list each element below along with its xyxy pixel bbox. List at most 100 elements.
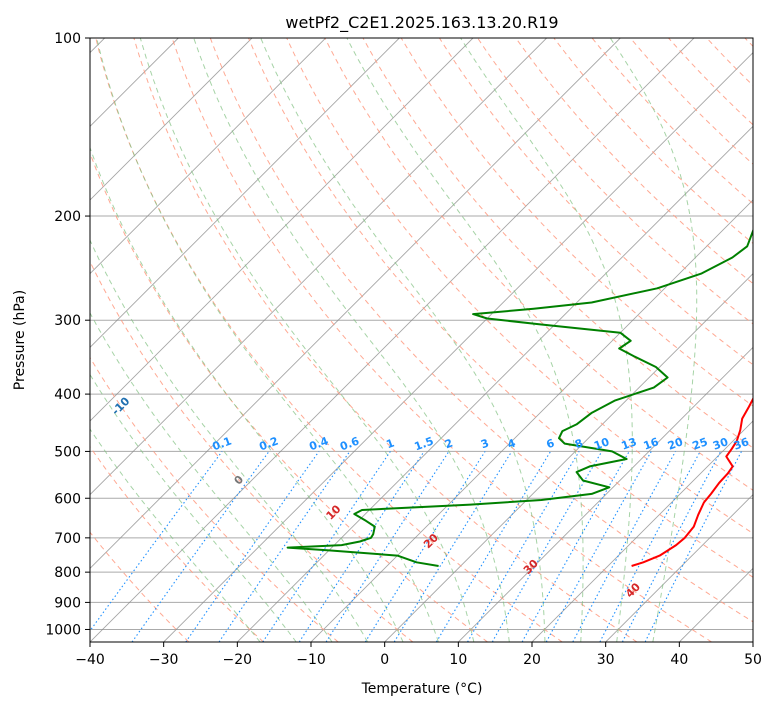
dry-adiabat-line bbox=[90, 151, 488, 642]
mixing-ratio-label: 4 bbox=[506, 436, 518, 451]
mixing-ratio-label: 0.6 bbox=[338, 434, 361, 453]
dry-adiabat-line bbox=[90, 445, 264, 642]
x-tick-label: 50 bbox=[744, 652, 762, 668]
dry-adiabat-line bbox=[133, 38, 638, 642]
axes: −40 −30 −20 −10 0 10 20 30 40 5010020030040050060… bbox=[45, 31, 762, 668]
mixing-ratio-label: 2 bbox=[443, 437, 455, 452]
mixing-ratio-label: 6 bbox=[545, 436, 557, 451]
y-tick-label: 400 bbox=[54, 387, 81, 403]
dry-adiabat-line bbox=[90, 260, 414, 642]
isotherm-line bbox=[605, 494, 753, 642]
mixing-ratio-label: 0.1 bbox=[211, 435, 234, 454]
dry-adiabat-line bbox=[95, 38, 563, 642]
x-axis-label: Temperature (°C) bbox=[361, 681, 483, 697]
isotherm-line bbox=[237, 125, 753, 642]
y-tick-label: 800 bbox=[54, 565, 81, 581]
dry-adiabat-line bbox=[438, 38, 753, 366]
dry-adiabat-line bbox=[90, 531, 190, 642]
mixing-ratio-line bbox=[298, 451, 425, 642]
y-tick-label: 200 bbox=[54, 209, 81, 225]
dry-adiabat-line bbox=[90, 356, 339, 642]
dry-adiabat-line bbox=[744, 38, 753, 48]
mixing-ratio-line bbox=[90, 451, 223, 632]
moist-adiabat-line bbox=[139, 38, 475, 642]
mixing-ratio-label: 1.5 bbox=[413, 435, 436, 454]
mixing-ratio-label: 0.2 bbox=[257, 435, 280, 454]
x-tick-label: 40 bbox=[670, 652, 688, 668]
isotherm-line bbox=[90, 38, 326, 275]
isotherm-line bbox=[163, 52, 753, 642]
x-tick-label: 0 bbox=[380, 652, 389, 668]
mixing-ratio-label: 36 bbox=[732, 435, 751, 453]
y-tick-label: 1000 bbox=[45, 622, 81, 638]
mixing-ratio-line bbox=[572, 451, 676, 642]
mixing-ratio-line bbox=[393, 451, 513, 642]
x-tick-label: −10 bbox=[296, 652, 326, 668]
isotherm-line bbox=[90, 38, 400, 348]
y-tick-label: 100 bbox=[54, 31, 81, 47]
mixing-ratio-label: 13 bbox=[620, 435, 639, 452]
x-tick-label: −30 bbox=[149, 652, 179, 668]
plot-frame bbox=[89, 37, 754, 643]
dry-adiabat-line bbox=[706, 38, 753, 87]
isotherm-line bbox=[90, 38, 621, 569]
isotherm-line bbox=[90, 38, 695, 642]
mixing-ratio-line bbox=[218, 451, 351, 642]
moist-adiabat-line bbox=[609, 38, 698, 642]
dry-adiabat-line bbox=[171, 38, 712, 642]
dry-adiabat-label: 30 bbox=[521, 557, 541, 577]
mixing-ratio-label: 0.4 bbox=[307, 434, 330, 453]
isotherm-line bbox=[752, 641, 753, 642]
dry-adiabat-line bbox=[400, 38, 753, 407]
temperature-profile-line bbox=[631, 396, 753, 567]
isotherm-line bbox=[90, 38, 474, 422]
mixing-ratio-line bbox=[325, 451, 450, 642]
x-tick-label: −20 bbox=[223, 652, 253, 668]
mixing-ratio-label: 10 bbox=[592, 435, 611, 453]
dry-adiabat-line bbox=[248, 38, 753, 578]
mixing-ratio-label: 16 bbox=[642, 435, 661, 453]
dry-adiabat-line bbox=[591, 38, 753, 205]
chart-title: wetPf2_C2E1.2025.163.13.20.R19 bbox=[285, 13, 558, 33]
x-tick-label: −40 bbox=[75, 652, 105, 668]
dewpoint-profile-line bbox=[286, 228, 753, 567]
mixing-ratio-label: 30 bbox=[711, 435, 730, 453]
mixing-ratio-label: 8 bbox=[573, 437, 585, 452]
x-tick-label: 20 bbox=[523, 652, 541, 668]
dry-adiabat-line bbox=[515, 38, 753, 285]
moist-adiabat-line bbox=[90, 428, 261, 642]
mixing-ratio-line bbox=[262, 451, 391, 642]
isotherm-line bbox=[679, 567, 753, 642]
mixing-ratio-line bbox=[644, 451, 742, 642]
mixing-ratio-line bbox=[185, 451, 320, 642]
mixing-ratio-line bbox=[435, 451, 552, 642]
x-tick-label: 10 bbox=[449, 652, 467, 668]
isotherm-line bbox=[458, 346, 753, 642]
y-axis-label: Pressure (hPa) bbox=[12, 290, 28, 390]
mixing-ratio-line bbox=[599, 451, 701, 642]
dry-adiabat-label: -20 bbox=[28, 353, 51, 376]
mixing-ratio-line bbox=[545, 451, 652, 642]
mixing-ratio-label: 3 bbox=[479, 437, 491, 452]
isotherm-line bbox=[310, 199, 753, 642]
mixing-ratio-line bbox=[521, 451, 630, 642]
y-tick-label: 600 bbox=[54, 491, 81, 507]
moist-adiabat-line bbox=[90, 373, 297, 642]
isotherm-line bbox=[531, 420, 753, 642]
mixing-ratio-label: 20 bbox=[666, 435, 685, 453]
isotherm-line bbox=[384, 273, 753, 642]
y-tick-label: 700 bbox=[54, 531, 81, 547]
plot-area: -100-90-80-70-60-50-40-30-20-10010203040… bbox=[28, 38, 753, 642]
moist-adiabat-line bbox=[90, 146, 404, 642]
mixing-ratio-label: 25 bbox=[691, 435, 710, 452]
isotherm-line bbox=[90, 38, 547, 496]
mixing-ratio-label: 1 bbox=[384, 437, 396, 452]
dry-adiabat-line bbox=[668, 38, 753, 126]
y-tick-label: 500 bbox=[54, 444, 81, 460]
dry-adiabat-line bbox=[209, 38, 753, 623]
isotherm-line bbox=[90, 38, 253, 201]
y-tick-label: 300 bbox=[54, 313, 81, 329]
moist-adiabat-line bbox=[96, 38, 439, 642]
dry-adiabat-label: 40 bbox=[623, 580, 643, 600]
